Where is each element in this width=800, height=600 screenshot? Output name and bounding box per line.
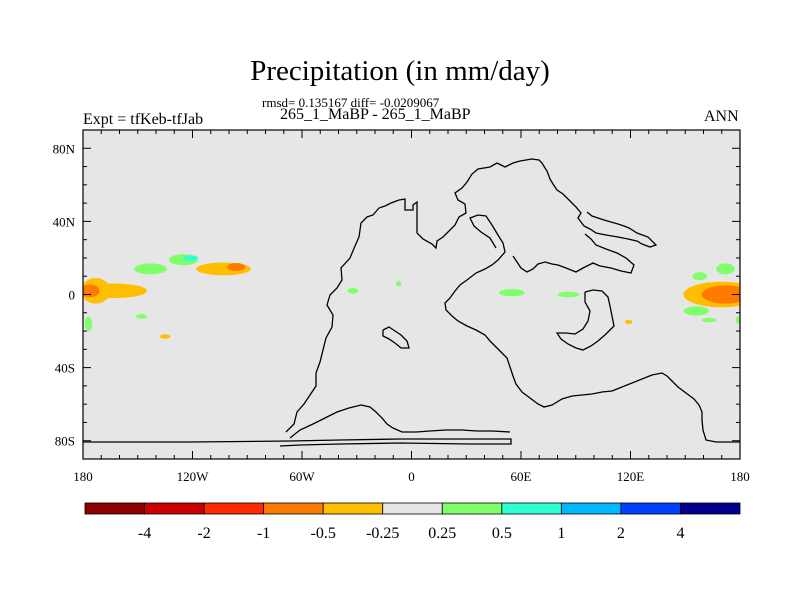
x-tick-label-5: 120E bbox=[617, 469, 645, 484]
colorbar-label-8: 2 bbox=[617, 525, 625, 542]
coastline-interior bbox=[466, 214, 506, 281]
colorbar-swatch-8 bbox=[560, 502, 622, 515]
y-tick-label-1: 40N bbox=[53, 214, 76, 229]
x-tick-label-0: 180 bbox=[73, 469, 93, 484]
colorbar-label-4: -0.25 bbox=[366, 525, 399, 542]
stats-line: rmsd= 0.135167 diff= -0.0209067 bbox=[262, 95, 440, 110]
island-outline-small bbox=[382, 326, 410, 349]
anomaly-patch-1 bbox=[83, 283, 147, 299]
colorbar-label-2: -1 bbox=[257, 525, 270, 542]
season-label: ANN bbox=[704, 108, 739, 125]
colorbar-swatch-1 bbox=[144, 502, 205, 515]
anomaly-patch-15 bbox=[692, 272, 708, 281]
colorbar-swatch-10 bbox=[680, 502, 741, 515]
island-outline-east bbox=[555, 289, 615, 351]
anomaly-patch-14 bbox=[557, 291, 580, 298]
anomaly-patch-8 bbox=[84, 316, 93, 332]
anomaly-patch-17 bbox=[701, 285, 740, 304]
colorbar-swatch-6 bbox=[441, 502, 503, 515]
chart-title: Precipitation (in mm/day) bbox=[250, 55, 550, 87]
colorbar-swatch-9 bbox=[620, 502, 681, 515]
anomaly-patch-19 bbox=[716, 263, 735, 275]
anomaly-patch-12 bbox=[395, 280, 402, 287]
continent-outlines bbox=[83, 158, 740, 447]
chart-subtitle: 265_1_MaBP - 265_1_MaBP bbox=[280, 106, 471, 123]
anomaly-patch-11 bbox=[347, 288, 359, 294]
anomaly-patch-2 bbox=[83, 284, 100, 298]
y-tick-label-4: 80S bbox=[55, 434, 75, 449]
x-tick-label-2: 60W bbox=[289, 469, 315, 484]
colorbar-swatch-5 bbox=[382, 502, 443, 515]
peninsula-outline bbox=[289, 404, 511, 439]
anomaly-patch-5 bbox=[183, 255, 198, 261]
anomaly-layer bbox=[83, 254, 740, 339]
colorbar-swatch-4 bbox=[322, 502, 384, 515]
anomaly-patch-7 bbox=[227, 263, 246, 272]
x-tick-label-1: 120W bbox=[177, 469, 210, 484]
colorbar-label-1: -2 bbox=[197, 525, 210, 542]
axis-ticks: 180 120W 60W 0 60E 120E 180 80N 40N 0 40S 80S bbox=[53, 130, 750, 484]
colorbar-label-7: 1 bbox=[557, 525, 565, 542]
plot-background bbox=[83, 130, 740, 459]
anomaly-patch-13 bbox=[499, 289, 525, 297]
anomaly-patch-18 bbox=[683, 306, 709, 316]
colorbar-swatch-0 bbox=[84, 502, 145, 515]
x-tick-label-3: 0 bbox=[408, 469, 415, 484]
continent-outline-west bbox=[285, 158, 658, 433]
experiment-label: Expt = tfKeb-tfJab bbox=[83, 111, 204, 128]
y-tick-label-0: 80N bbox=[53, 141, 76, 156]
x-tick-label-6: 180 bbox=[730, 469, 750, 484]
anomaly-patch-22 bbox=[625, 319, 633, 325]
colorbar-label-6: 0.5 bbox=[492, 525, 512, 542]
colorbar-swatch-2 bbox=[203, 502, 265, 515]
antarctic-outline bbox=[83, 438, 512, 447]
colorbar-label-5: 0.25 bbox=[428, 525, 456, 542]
colorbar-label-0: -4 bbox=[138, 525, 151, 542]
anomaly-patch-21 bbox=[735, 316, 740, 324]
continent-outline-south bbox=[444, 279, 740, 443]
colorbar-label-9: 4 bbox=[676, 525, 684, 542]
anomaly-patch-9 bbox=[135, 314, 147, 319]
colorbar: -4 -2 -1 -0.5 -0.25 0.25 0.5 1 2 4 bbox=[84, 502, 741, 542]
y-tick-label-3: 40S bbox=[55, 361, 75, 376]
x-tick-label-4: 60E bbox=[511, 469, 532, 484]
anomaly-patch-10 bbox=[159, 334, 171, 339]
colorbar-swatch-7 bbox=[501, 502, 562, 515]
anomaly-patch-20 bbox=[701, 317, 717, 323]
colorbar-swatch-3 bbox=[263, 502, 324, 515]
y-tick-label-2: 0 bbox=[69, 288, 76, 303]
anomaly-patch-3 bbox=[134, 263, 167, 275]
continent-outline-east bbox=[512, 233, 635, 274]
colorbar-label-3: -0.5 bbox=[311, 525, 336, 542]
